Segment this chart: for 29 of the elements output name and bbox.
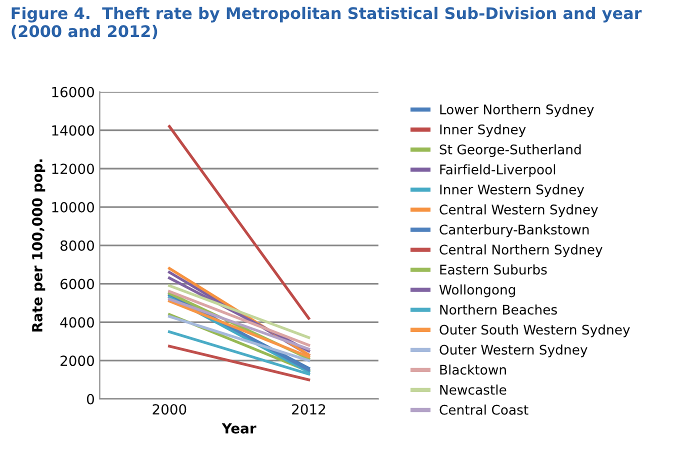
legend-label: Lower Northern Sydney <box>440 104 594 117</box>
y-tick-label: 2000 <box>60 356 94 366</box>
legend-label: Inner Western Sydney <box>440 184 584 198</box>
legend-label: Newcastle <box>440 384 506 395</box>
legend-label: Central Coast <box>440 404 528 415</box>
legend-label: Outer Western Sydney <box>440 344 588 358</box>
legend-label: Inner Sydney <box>440 124 526 137</box>
y-tick-label: 4000 <box>60 317 94 328</box>
legend-label: Central Western Sydney <box>440 204 598 218</box>
y-tick-label: 0 <box>86 394 94 404</box>
legend-label: Eastern Suburbs <box>440 264 547 275</box>
y-axis-title: Rate per 100,000 pop. <box>32 159 46 332</box>
legend-label: Canterbury-Bankstown <box>440 224 589 238</box>
y-tick-label: 6000 <box>60 278 94 290</box>
x-tick-label: 2012 <box>292 404 326 415</box>
legend-label: Central Northern Sydney <box>440 244 602 258</box>
x-axis-title: Year <box>222 423 256 434</box>
legend-label: Northern Beaches <box>440 304 557 315</box>
legend-label: Outer South Western Sydney <box>440 324 630 338</box>
legend-label: St George-Sutherland <box>440 144 581 157</box>
legend-label: Wollongong <box>439 284 516 298</box>
y-tick-label: 14000 <box>52 125 94 136</box>
chart-title: Figure 4. Theft rate by Metropolitan Statistical Sub-Division and year (2000 and 2012) <box>12 6 642 40</box>
legend-label: Fairfield-Liverpool <box>440 164 556 178</box>
legend-label: Blacktown <box>440 364 506 375</box>
y-tick-label: 16000 <box>52 86 94 98</box>
y-tick-label: 10000 <box>52 202 94 212</box>
y-tick-label: 8000 <box>60 240 94 251</box>
y-tick-label: 12000 <box>52 164 94 174</box>
